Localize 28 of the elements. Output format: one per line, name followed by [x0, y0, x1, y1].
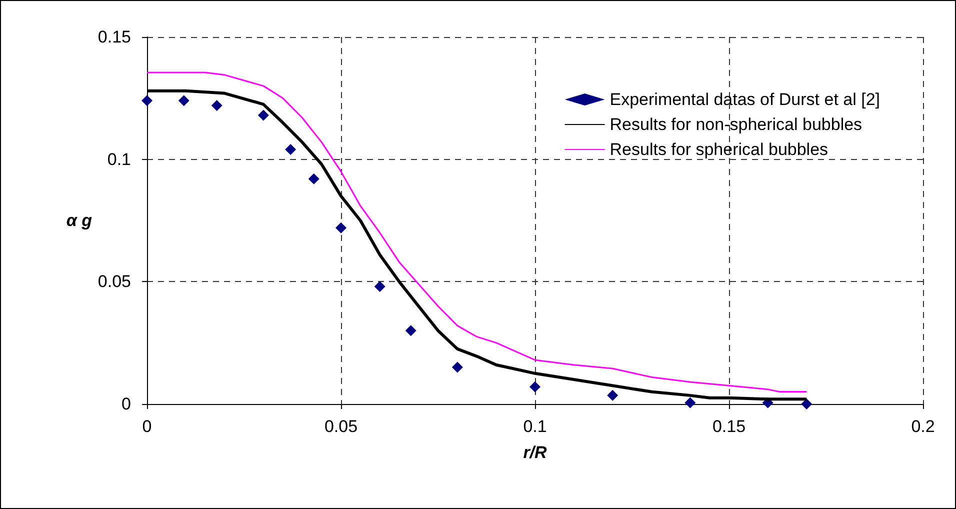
point	[530, 381, 540, 392]
point	[801, 398, 812, 410]
point	[336, 222, 346, 234]
point	[452, 362, 463, 373]
y-tick-label: 0.1	[107, 150, 131, 169]
point	[374, 281, 386, 292]
point	[211, 100, 222, 112]
point	[607, 390, 618, 401]
x-tick-label: 0.15	[712, 417, 746, 436]
y-tick-label: 0	[122, 394, 131, 414]
point	[405, 325, 416, 336]
x-axis-title: r/R	[523, 443, 548, 462]
point	[142, 95, 152, 106]
point	[308, 173, 320, 184]
x-tick-label: 0.05	[324, 417, 358, 436]
point	[285, 144, 296, 156]
legend-label: Results for non-spherical bubbles	[610, 115, 862, 134]
point	[258, 110, 269, 121]
legend-label: Experimental datas of Durst et al [2]	[610, 90, 880, 109]
x-tick-label: 0	[142, 417, 152, 436]
legend-label: Results for spherical bubbles	[610, 140, 828, 159]
y-tick-label: 0.15	[98, 28, 131, 46]
y-axis-title: α g	[66, 211, 93, 230]
y-tick-label: 0.05	[98, 272, 131, 292]
point	[178, 95, 190, 106]
point	[684, 397, 696, 408]
x-tick-label: 0.1	[523, 417, 547, 436]
x-tick-label: 0.2	[911, 417, 935, 436]
